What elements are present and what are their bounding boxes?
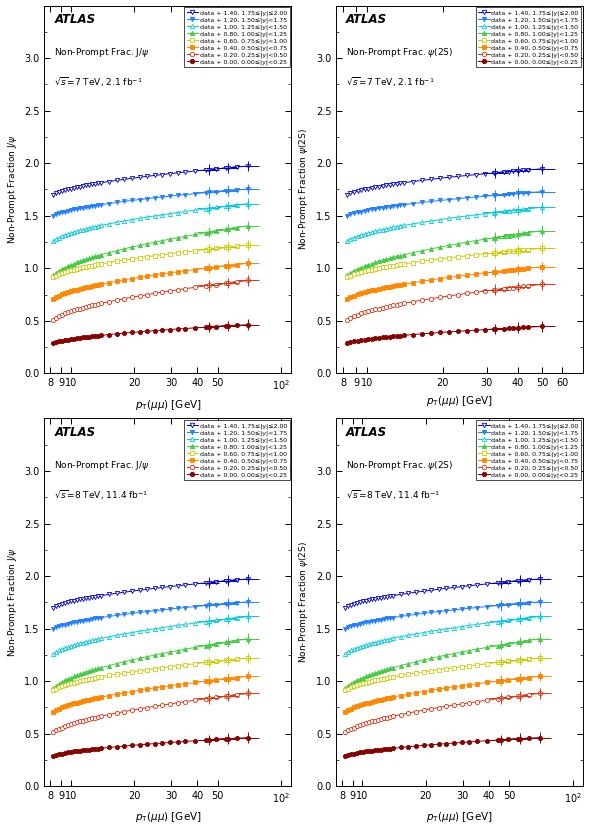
Y-axis label: Non-Prompt Fraction J/$\psi$: Non-Prompt Fraction J/$\psi$	[5, 548, 19, 657]
Text: $\sqrt{s}$=7 TeV, 2.1 fb$^{-1}$: $\sqrt{s}$=7 TeV, 2.1 fb$^{-1}$	[346, 76, 435, 89]
Legend: data + 1.40, 1.75≤|y|≤2.00, data + 1.20, 1.50≤|y|<1.75, data + 1.00, 1.25≤|y|<1.: data + 1.40, 1.75≤|y|≤2.00, data + 1.20,…	[184, 420, 290, 481]
Y-axis label: Non-Prompt Fraction $\psi$(2S): Non-Prompt Fraction $\psi$(2S)	[297, 541, 310, 663]
Text: ATLAS: ATLAS	[54, 13, 95, 26]
Text: ATLAS: ATLAS	[346, 13, 387, 26]
Text: $\sqrt{s}$=7 TeV, 2.1 fb$^{-1}$: $\sqrt{s}$=7 TeV, 2.1 fb$^{-1}$	[54, 76, 143, 89]
X-axis label: $p_{\rm T}(\mu\mu)$ [GeV]: $p_{\rm T}(\mu\mu)$ [GeV]	[426, 810, 493, 824]
Legend: data + 1.40, 1.75≤|y|≤2.00, data + 1.20, 1.50≤|y|<1.75, data + 1.00, 1.25≤|y|<1.: data + 1.40, 1.75≤|y|≤2.00, data + 1.20,…	[184, 7, 290, 67]
X-axis label: $p_{\rm T}(\mu\mu)$ [GeV]: $p_{\rm T}(\mu\mu)$ [GeV]	[134, 398, 201, 412]
Y-axis label: Non-Prompt Fraction J/$\psi$: Non-Prompt Fraction J/$\psi$	[5, 134, 19, 244]
Text: Non-Prompt Frac. $\psi$(2S): Non-Prompt Frac. $\psi$(2S)	[346, 46, 454, 59]
Y-axis label: Non-Prompt Fraction $\psi$(2S): Non-Prompt Fraction $\psi$(2S)	[297, 129, 310, 251]
X-axis label: $p_{\rm T}(\mu\mu)$ [GeV]: $p_{\rm T}(\mu\mu)$ [GeV]	[426, 393, 493, 408]
Text: ATLAS: ATLAS	[346, 426, 387, 439]
Text: $\sqrt{s}$=8 TeV, 11.4 fb$^{-1}$: $\sqrt{s}$=8 TeV, 11.4 fb$^{-1}$	[54, 488, 148, 502]
Legend: data + 1.40, 1.75≤|y|≤2.00, data + 1.20, 1.50≤|y|<1.75, data + 1.00, 1.25≤|y|<1.: data + 1.40, 1.75≤|y|≤2.00, data + 1.20,…	[476, 7, 581, 67]
Text: $\sqrt{s}$=8 TeV, 11.4 fb$^{-1}$: $\sqrt{s}$=8 TeV, 11.4 fb$^{-1}$	[346, 488, 441, 502]
Legend: data + 1.40, 1.75≤|y|≤2.00, data + 1.20, 1.50≤|y|<1.75, data + 1.00, 1.25≤|y|<1.: data + 1.40, 1.75≤|y|≤2.00, data + 1.20,…	[476, 420, 581, 481]
X-axis label: $p_{\rm T}(\mu\mu)$ [GeV]: $p_{\rm T}(\mu\mu)$ [GeV]	[134, 810, 201, 824]
Text: Non-Prompt Frac. $\psi$(2S): Non-Prompt Frac. $\psi$(2S)	[346, 459, 454, 472]
Text: Non-Prompt Frac. J/$\psi$: Non-Prompt Frac. J/$\psi$	[54, 46, 150, 59]
Text: ATLAS: ATLAS	[54, 426, 95, 439]
Text: Non-Prompt Frac. J/$\psi$: Non-Prompt Frac. J/$\psi$	[54, 459, 150, 472]
